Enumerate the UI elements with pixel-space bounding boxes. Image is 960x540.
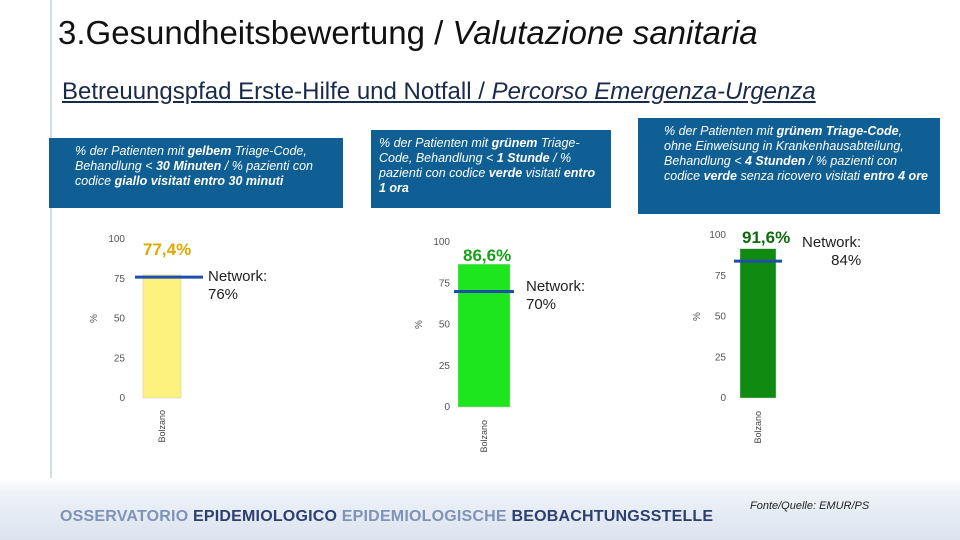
chart-green-1h: % 0 25 50 75 100 Bolzano xyxy=(414,237,514,453)
page-title: 3.Gesundheitsbewertung / Valutazione san… xyxy=(58,14,758,51)
indicator-box-green-4h: % der Patienten mit grünem Triage-Code, … xyxy=(638,118,940,214)
x-category-label: Bolzano xyxy=(157,410,167,443)
page-subtitle: Betreuungspfad Erste-Hilfe und Notfall /… xyxy=(62,78,816,105)
footer-title: OSSERVATORIO EPIDEMIOLOGICO EPIDEMIOLOGI… xyxy=(60,508,714,525)
x-category-label: Bolzano xyxy=(753,411,763,444)
y-tick-label: 25 xyxy=(114,353,126,364)
y-tick-label: 50 xyxy=(439,320,451,331)
value-label-green-4h: 91,6% xyxy=(742,228,791,247)
source-label: Fonte/Quelle: EMUR/PS xyxy=(750,500,870,512)
bar-bolzano xyxy=(457,263,511,408)
network-label-green-4h: Network: 84% xyxy=(802,234,862,269)
y-tick-label: 25 xyxy=(715,352,727,363)
y-tick-label: 75 xyxy=(715,271,727,282)
y-tick-label: 25 xyxy=(439,361,451,372)
y-axis-label: % xyxy=(89,314,100,323)
value-label-green-1h: 86,6% xyxy=(463,246,512,265)
indicator-box-green-1h: % der Patienten mit grünem Triage-Code, … xyxy=(371,130,611,208)
footer-band xyxy=(0,478,960,540)
y-tick-label: 0 xyxy=(444,402,450,413)
bar-bolzano xyxy=(142,274,182,399)
x-category-label: Bolzano xyxy=(479,420,489,453)
y-tick-label: 50 xyxy=(114,314,126,325)
y-tick-label: 100 xyxy=(433,237,450,248)
y-tick-label: 0 xyxy=(720,393,726,404)
chart-yellow: % 0 25 50 75 100 Bolzano xyxy=(89,234,203,443)
bar-bolzano xyxy=(739,248,777,399)
y-tick-label: 50 xyxy=(715,312,727,323)
y-tick-label: 0 xyxy=(119,393,125,404)
network-label-green-1h: Network: 70% xyxy=(526,278,586,313)
y-tick-label: 100 xyxy=(108,234,125,245)
y-axis-label: % xyxy=(692,312,703,321)
y-tick-label: 75 xyxy=(114,274,126,285)
network-label-yellow: Network: 76% xyxy=(208,268,268,303)
value-label-yellow: 77,4% xyxy=(143,240,192,259)
y-tick-label: 100 xyxy=(709,230,726,241)
indicator-box-yellow: % der Patienten mit gelbem Triage-Code, … xyxy=(49,138,343,208)
y-tick-label: 75 xyxy=(439,278,451,289)
chart-green-4h: % 0 25 50 75 100 Bolzano xyxy=(692,230,782,444)
y-axis-label: % xyxy=(414,320,425,329)
left-divider xyxy=(50,0,52,478)
